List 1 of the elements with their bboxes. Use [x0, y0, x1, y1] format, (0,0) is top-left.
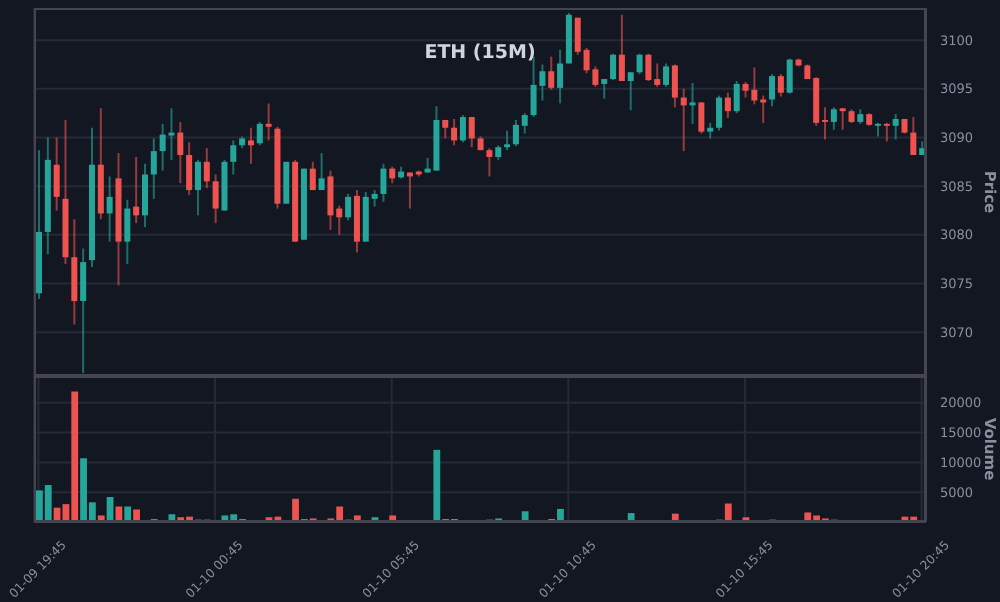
text: ETH (15M)	[422, 42, 538, 64]
